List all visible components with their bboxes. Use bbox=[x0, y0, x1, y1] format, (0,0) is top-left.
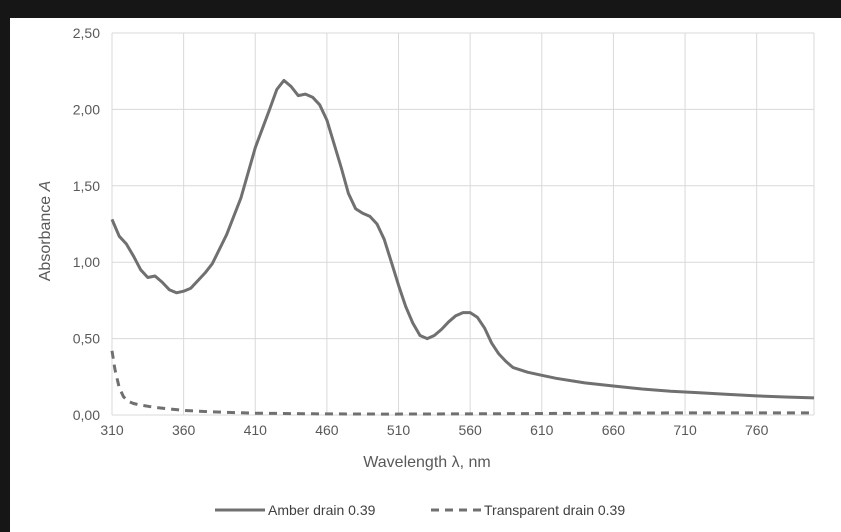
series-line-amber-drain bbox=[110, 78, 815, 400]
y-tick-label: 1,50 bbox=[73, 178, 100, 194]
x-tick-label: 410 bbox=[244, 422, 268, 438]
y-axis-title: Absorbance A bbox=[37, 181, 54, 282]
absorbance-chart: 310 360 410 460 510 560 610 660 710 760 0,00 0,50 1… bbox=[37, 25, 815, 518]
series-lines bbox=[110, 78, 815, 416]
legend-label-transparent-drain: Transparent drain 0.39 bbox=[484, 502, 625, 518]
y-axis-title-symbol: A bbox=[37, 181, 54, 193]
x-tick-label: 710 bbox=[673, 422, 697, 438]
y-tick-label: 2,50 bbox=[73, 25, 100, 41]
gridlines bbox=[111, 32, 815, 416]
y-tick-labels: 0,00 0,50 1,00 1,50 2,00 2,50 bbox=[73, 25, 100, 423]
x-tick-label: 460 bbox=[315, 422, 339, 438]
x-tick-label: 560 bbox=[458, 422, 482, 438]
y-tick-label: 1,00 bbox=[73, 254, 100, 270]
y-tick-label: 0,00 bbox=[73, 407, 100, 423]
y-tick-label: 0,50 bbox=[73, 331, 100, 347]
chart-panel: 310 360 410 460 510 560 610 660 710 760 0,00 0,50 1… bbox=[10, 18, 841, 532]
legend: Amber drain 0.39 Transparent drain 0.39 bbox=[215, 502, 625, 518]
legend-label-amber-drain: Amber drain 0.39 bbox=[268, 502, 376, 518]
x-tick-label: 310 bbox=[100, 422, 124, 438]
series-line-transparent-drain bbox=[110, 350, 814, 416]
x-axis-title: Wavelength λ, nm bbox=[363, 454, 490, 471]
x-tick-label: 510 bbox=[387, 422, 411, 438]
x-tick-label: 610 bbox=[530, 422, 554, 438]
y-axis-title-text: Absorbance bbox=[37, 191, 54, 281]
x-tick-label: 660 bbox=[602, 422, 626, 438]
y-tick-label: 2,00 bbox=[73, 101, 100, 117]
x-tick-label: 760 bbox=[745, 422, 769, 438]
x-tick-labels: 310 360 410 460 510 560 610 660 710 760 bbox=[100, 422, 768, 438]
x-tick-label: 360 bbox=[172, 422, 196, 438]
